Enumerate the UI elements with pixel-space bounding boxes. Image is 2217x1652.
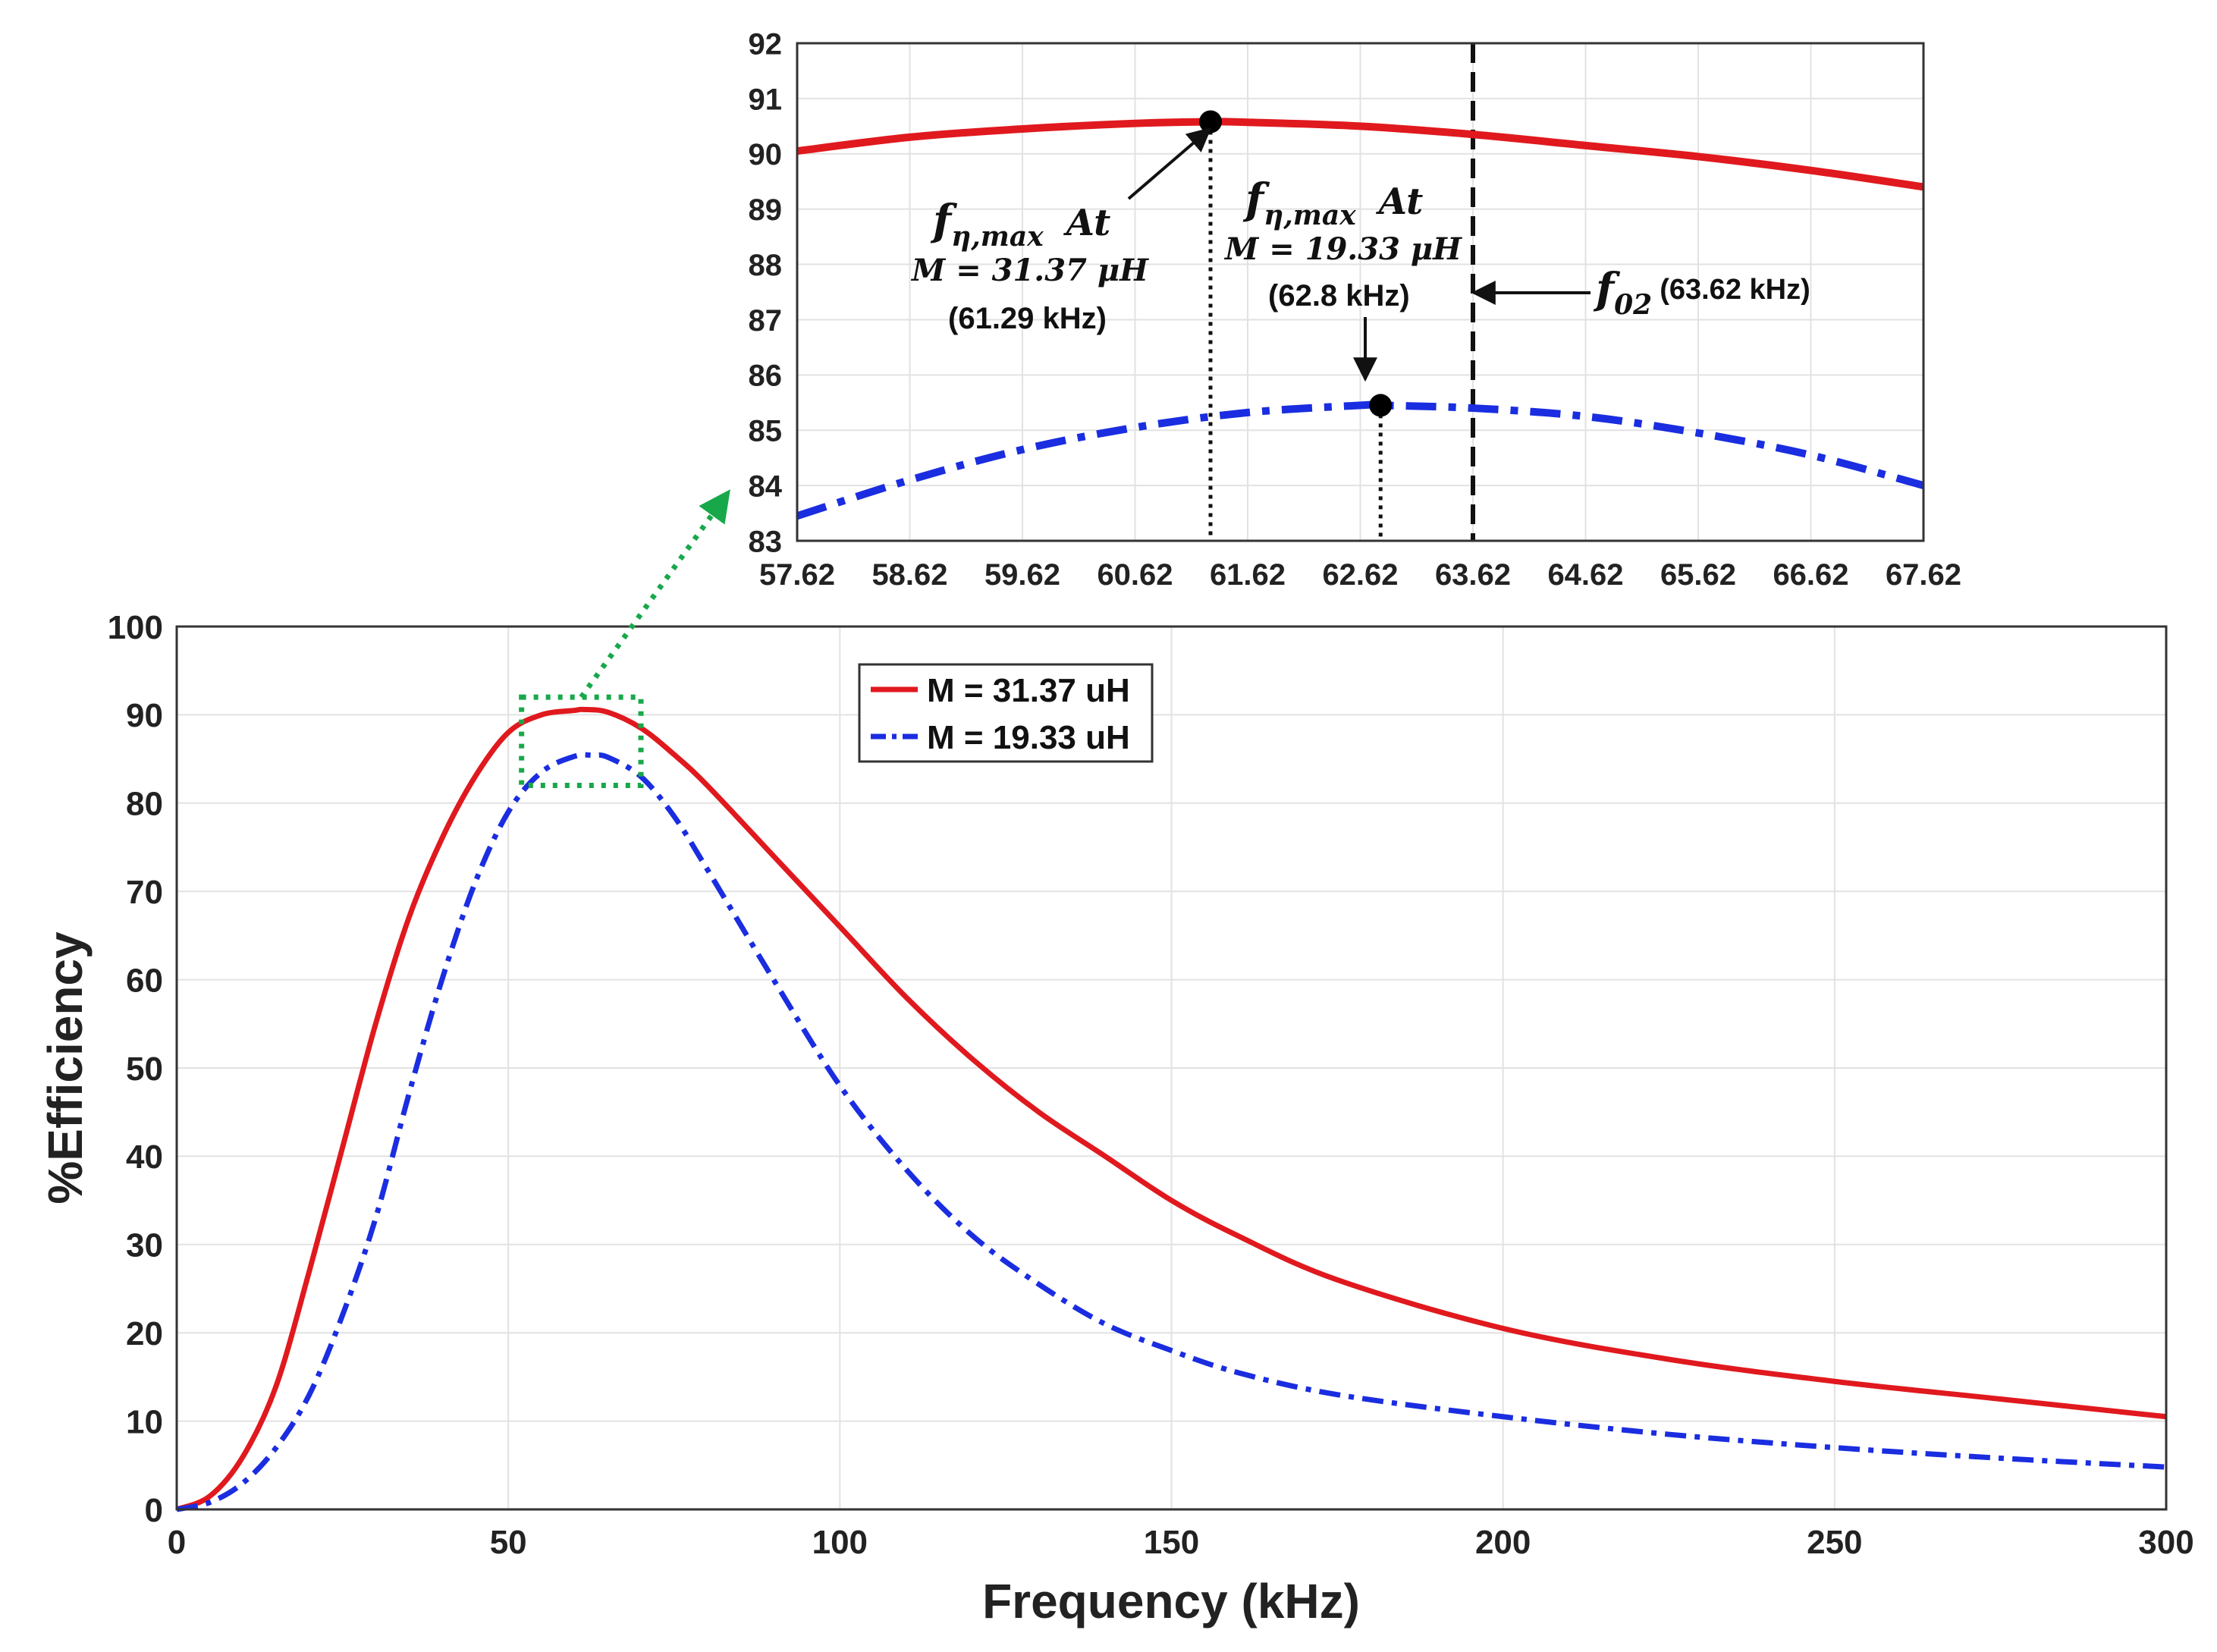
annotation-peak-2: fη,max At M = 19.33 μH (62.8 kHz) (1223, 174, 1462, 382)
main-series-line-red (175, 706, 2167, 1512)
inset-chart: 57.62 58.62 59.62 60.62 61.62 62.62 63.62 64.62… (749, 27, 1962, 592)
annotation-peak-1: fη,max At M = 31.37 μH (61.29 kHz) (910, 127, 1212, 335)
inset-y-tick: 89 (749, 193, 783, 227)
main-x-tick: 0 (168, 1524, 186, 1561)
inset-x-tick: 67.62 (1886, 558, 1961, 592)
main-y-tick: 60 (126, 962, 163, 999)
inset-y-tick: 90 (749, 138, 783, 171)
inset-peak-marker-2 (1369, 394, 1393, 417)
legend-box (858, 663, 1154, 763)
annotation-1-arrow (1127, 127, 1212, 200)
main-y-tick: 90 (126, 697, 163, 734)
legend: M = 31.37 uH M = 19.33 uH (858, 663, 1154, 763)
inset-y-tick: 88 (749, 249, 783, 282)
inset-y-tick: 92 (749, 27, 783, 61)
inset-x-tick-labels: 57.62 58.62 59.62 60.62 61.62 62.62 63.62 64.62… (759, 558, 1961, 592)
main-y-tick: 80 (126, 786, 163, 823)
main-y-axis-label: %Efficiency (38, 931, 93, 1204)
main-x-axis-label: Frequency (kHz) (982, 1574, 1360, 1628)
inset-x-tick: 64.62 (1547, 558, 1623, 592)
annotation-2-mutual: M = 19.33 μH (1223, 231, 1462, 267)
main-x-tick: 150 (1144, 1524, 1199, 1561)
inset-series-line-red (796, 118, 1924, 191)
annotation-2-at: At (1376, 181, 1424, 223)
inset-x-tick: 59.62 (984, 558, 1060, 592)
annotation-3-label: f02 (63.62 kHz) (1593, 264, 1810, 321)
main-x-tick: 250 (1807, 1524, 1862, 1561)
zoom-arrow (579, 489, 730, 699)
legend-label-blue: M = 19.33 uH (927, 719, 1130, 756)
annotation-1-title: fη,max At (930, 196, 1110, 253)
main-x-tick: 300 (2138, 1524, 2193, 1561)
annotation-1-frequency: (61.29 kHz) (948, 302, 1107, 335)
main-chart: 0 50 100 150 200 250 300 0 10 20 30 40 50 60 70 80 90 10… (38, 489, 2194, 1628)
main-y-tick: 10 (126, 1403, 163, 1440)
annotation-3-frequency: (63.62 kHz) (1660, 274, 1810, 306)
main-x-tick: 100 (812, 1524, 868, 1561)
main-x-tick-labels: 0 50 100 150 200 250 300 (168, 1524, 2194, 1561)
main-y-tick: 20 (126, 1315, 163, 1352)
annotation-1-mutual: M = 31.37 μH (910, 253, 1149, 288)
main-y-tick: 100 (108, 609, 163, 646)
main-y-tick: 0 (145, 1492, 163, 1529)
main-y-tick: 50 (126, 1051, 163, 1088)
main-x-tick: 200 (1475, 1524, 1531, 1561)
annotation-resonance: f02 (63.62 kHz) (1471, 264, 1810, 321)
main-x-tick: 50 (490, 1524, 527, 1561)
annotation-2-title: fη,max At (1242, 174, 1423, 231)
inset-x-tick: 58.62 (871, 558, 947, 592)
main-series-group (175, 706, 2167, 1512)
inset-x-tick: 57.62 (759, 558, 835, 592)
inset-y-tick: 84 (749, 470, 783, 504)
annotation-2-subscript: η,max (1264, 199, 1356, 231)
inset-x-tick: 62.62 (1322, 558, 1398, 592)
legend-label-red: M = 31.37 uH (927, 672, 1130, 709)
inset-x-tick: 65.62 (1660, 558, 1736, 592)
main-series-line-blue (176, 752, 2167, 1512)
inset-y-tick: 86 (749, 360, 783, 393)
inset-plot-frame (796, 42, 1925, 542)
inset-y-tick: 83 (749, 525, 783, 558)
inset-y-tick: 87 (749, 304, 783, 338)
annotation-1-at: At (1063, 202, 1111, 244)
main-y-tick: 40 (126, 1138, 163, 1176)
inset-x-tick: 63.62 (1435, 558, 1511, 592)
main-plot-frame (175, 625, 2168, 1511)
main-y-tick-labels: 0 10 20 30 40 50 60 70 80 90 100 (108, 609, 163, 1529)
inset-x-tick: 61.62 (1210, 558, 1286, 592)
zoom-region-box (519, 694, 644, 789)
inset-y-tick: 85 (749, 415, 783, 448)
main-y-tick: 30 (126, 1227, 163, 1264)
inset-x-tick: 60.62 (1097, 558, 1173, 592)
inset-peak-marker-1 (1198, 110, 1222, 133)
inset-y-tick: 91 (749, 83, 783, 116)
annotation-1-subscript: η,max (951, 221, 1044, 253)
annotation-3-subscript: 02 (1614, 289, 1652, 321)
inset-y-tick-labels: 83 84 85 86 87 88 89 90 91 92 (749, 27, 783, 558)
annotation-2-frequency: (62.8 kHz) (1268, 279, 1410, 312)
main-y-tick: 70 (126, 874, 163, 911)
inset-x-tick: 66.62 (1773, 558, 1848, 592)
